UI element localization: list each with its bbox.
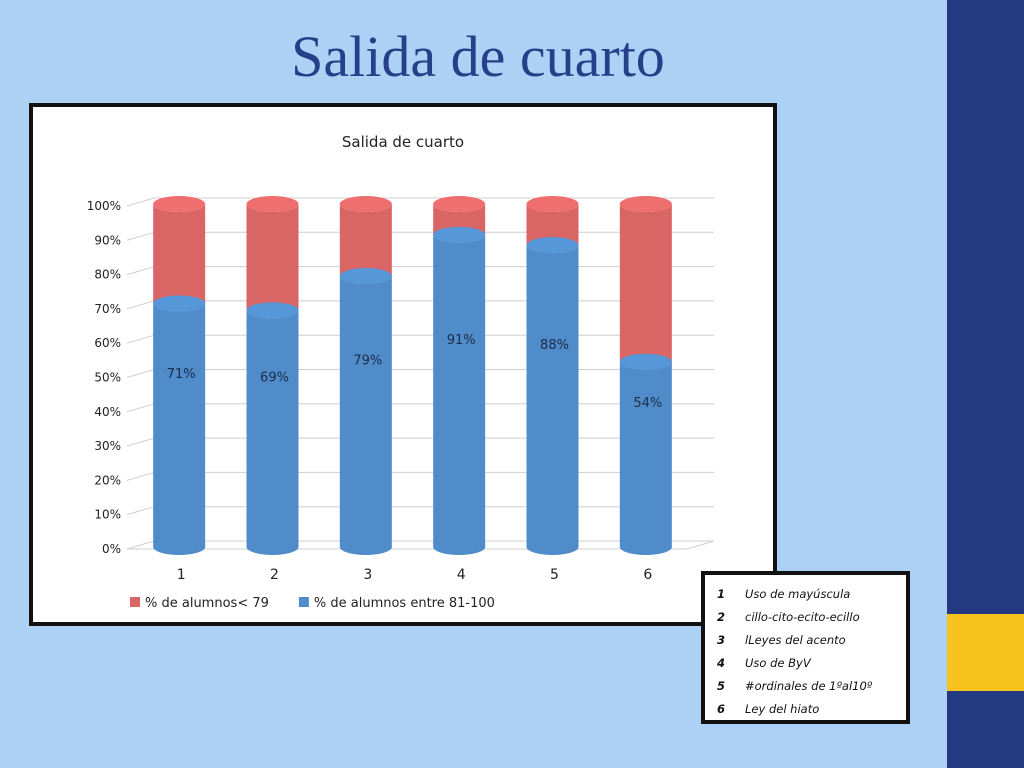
bar-series1-cat5 — [526, 245, 579, 555]
data-label: 71% — [167, 367, 196, 382]
legend-entry: % de alumnos< 79 — [145, 596, 269, 611]
x-tick-label: 4 — [457, 567, 466, 583]
gridline-depth — [126, 471, 155, 481]
data-label: 69% — [260, 371, 289, 386]
bar-series2-cat1 — [153, 204, 206, 312]
y-tick-label: 80% — [94, 268, 121, 282]
key-label: cillo-cito-ecito-ecillo — [745, 609, 860, 624]
category-key-table: 1 Uso de mayúscula 2 cillo-cito-ecito-ec… — [701, 571, 910, 724]
gridline-depth — [126, 540, 155, 550]
bar-series1-cat3 — [339, 276, 392, 555]
y-tick-label: 100% — [87, 199, 121, 213]
bar-series2-cat6 — [619, 204, 672, 370]
bar-series1-cat2 — [246, 310, 299, 555]
key-row-6: 6 Ley del hiato — [717, 697, 898, 720]
gridline-depth — [126, 197, 155, 207]
bar-top-cap — [433, 196, 486, 212]
y-tick-label: 70% — [94, 302, 121, 316]
y-tick-label: 90% — [94, 233, 121, 247]
y-tick-label: 10% — [94, 508, 121, 522]
bar-segment-top — [433, 226, 486, 243]
gridline-depth — [126, 437, 155, 447]
legend-entry: % de alumnos entre 81-100 — [314, 596, 495, 611]
bar-segment-top — [339, 268, 392, 285]
data-label: 88% — [540, 338, 569, 353]
chart-frame: Salida de cuarto 0% 10% 20% 30% 40% 50% 60% 70% 8… — [29, 103, 777, 626]
bar-series1-cat6 — [619, 361, 672, 555]
y-tick-label: 60% — [94, 336, 121, 350]
key-row-5: 5 #ordinales de 1ºal10º — [717, 674, 898, 697]
gridline-depth — [126, 369, 155, 378]
bar-series1-cat1 — [153, 303, 206, 555]
side-accent-block — [947, 614, 1024, 691]
key-label: Uso de ByV — [745, 655, 811, 670]
gridline-depth — [126, 231, 155, 241]
key-row-1: 1 Uso de mayúscula — [717, 582, 898, 605]
key-number: 6 — [717, 701, 726, 716]
y-tick-label: 20% — [94, 473, 121, 487]
bar-segment-top — [153, 295, 206, 312]
legend-swatch — [298, 597, 309, 607]
chart-title: Salida de cuarto — [342, 133, 464, 151]
key-number: 4 — [717, 655, 726, 670]
slide-title: Salida de cuarto — [291, 24, 665, 89]
bar-top-cap — [339, 196, 392, 212]
y-tick-label: 40% — [94, 405, 121, 419]
key-label: Ley del hiato — [745, 701, 820, 716]
bar-top-cap — [153, 196, 206, 212]
bar-top-cap — [246, 196, 299, 212]
gridline-depth — [126, 506, 155, 516]
bar-segment-top — [619, 353, 672, 370]
key-number: 5 — [717, 678, 726, 693]
gridline-depth — [126, 300, 155, 310]
key-row-2: 2 cillo-cito-ecito-ecillo — [717, 605, 898, 628]
gridline-depth — [126, 403, 155, 413]
data-label: 79% — [353, 353, 382, 368]
x-tick-label: 6 — [643, 567, 652, 583]
gridline-depth — [126, 334, 155, 344]
x-tick-label: 3 — [363, 567, 372, 583]
bar-top-cap — [619, 196, 672, 212]
y-tick-label: 0% — [102, 542, 121, 556]
x-tick-label: 5 — [550, 567, 559, 583]
key-number: 2 — [717, 609, 726, 624]
key-label: lLeyes del acento — [745, 632, 846, 647]
key-label: #ordinales de 1ºal10º — [745, 678, 873, 693]
stacked-bar-chart: Salida de cuarto 0% 10% 20% 30% 40% 50% 60% 70% 8… — [87, 133, 715, 611]
legend-swatch — [130, 597, 140, 607]
data-label: 54% — [633, 396, 662, 411]
key-number: 1 — [717, 586, 726, 601]
key-row-4: 4 Uso de ByV — [717, 651, 898, 674]
bar-series1-cat4 — [433, 234, 486, 555]
bar-segment-top — [526, 237, 579, 254]
bar-series2-cat2 — [246, 204, 299, 319]
floor-edge — [686, 540, 715, 550]
bar-series2-cat3 — [339, 204, 392, 285]
y-tick-label: 30% — [94, 439, 121, 453]
key-number: 3 — [717, 632, 726, 647]
data-label: 91% — [447, 333, 476, 348]
key-row-3: 3 lLeyes del acento — [717, 628, 898, 651]
y-tick-label: 50% — [94, 371, 121, 385]
key-label: Uso de mayúscula — [745, 586, 851, 601]
gridline-depth — [126, 266, 155, 276]
bar-top-cap — [526, 196, 579, 212]
bar-segment-top — [246, 302, 299, 319]
x-tick-label: 1 — [177, 567, 186, 583]
x-tick-label: 2 — [270, 567, 279, 583]
